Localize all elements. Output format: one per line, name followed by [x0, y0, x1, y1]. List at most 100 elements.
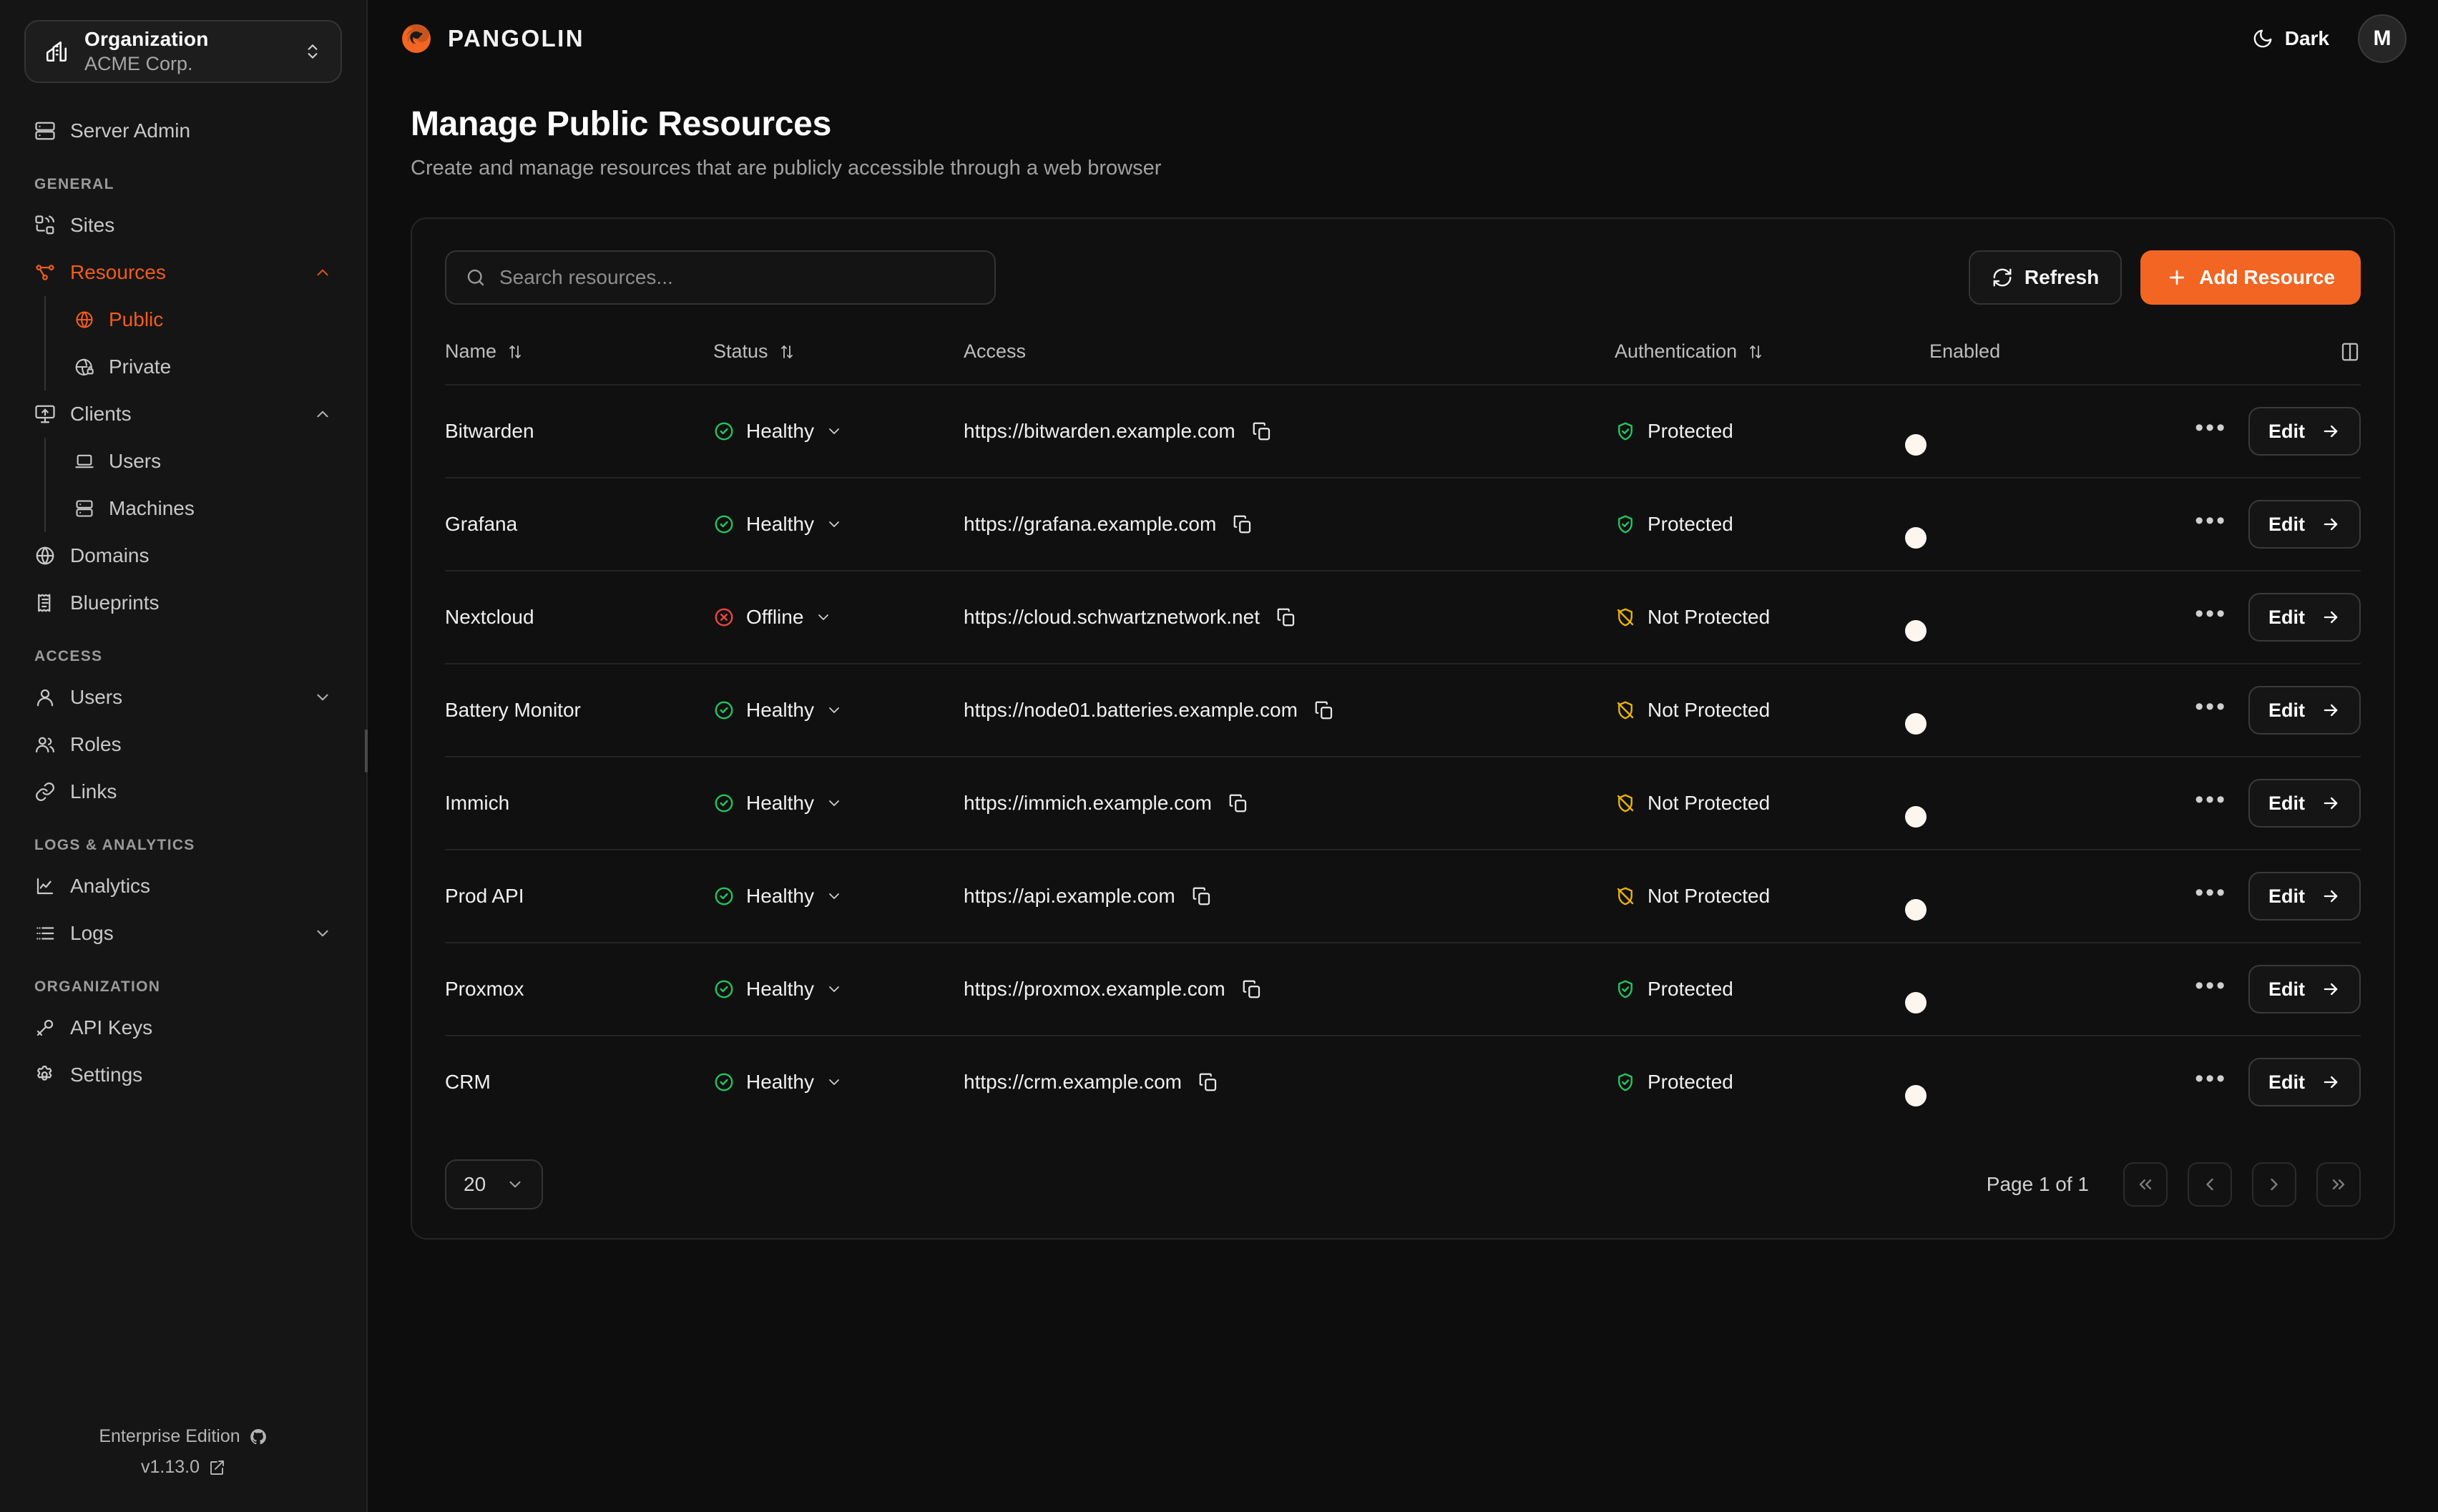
- resource-url[interactable]: https://immich.example.com: [964, 792, 1212, 814]
- status-badge[interactable]: Offline: [713, 606, 964, 629]
- edit-button[interactable]: Edit: [2248, 593, 2361, 642]
- copy-icon[interactable]: [1228, 792, 1249, 814]
- chevron-down-icon[interactable]: [826, 702, 843, 719]
- sidebar-item-sites[interactable]: Sites: [24, 202, 342, 249]
- add-resource-button[interactable]: Add Resource: [2140, 250, 2361, 305]
- row-menu-button[interactable]: •••: [2195, 1065, 2227, 1092]
- copy-icon[interactable]: [1241, 978, 1263, 1000]
- sort-icon[interactable]: [778, 343, 795, 360]
- row-menu-button[interactable]: •••: [2195, 879, 2227, 906]
- edit-button[interactable]: Edit: [2248, 779, 2361, 828]
- next-page-button[interactable]: [2252, 1162, 2296, 1207]
- chevron-up-icon[interactable]: [313, 405, 332, 423]
- table-row[interactable]: Nextcloud Offline https://cloud.schwartzne…: [445, 570, 2361, 664]
- status-badge[interactable]: Healthy: [713, 978, 964, 1001]
- copy-icon[interactable]: [1232, 514, 1253, 535]
- edition-link[interactable]: Enterprise Edition: [0, 1426, 366, 1447]
- table-row[interactable]: Grafana Healthy https://grafana.example.co…: [445, 477, 2361, 571]
- sidebar-item-server-admin[interactable]: Server Admin: [24, 107, 342, 154]
- status-badge[interactable]: Healthy: [713, 792, 964, 815]
- sidebar-item-domains[interactable]: Domains: [24, 532, 342, 579]
- row-menu-button[interactable]: •••: [2195, 972, 2227, 999]
- copy-icon[interactable]: [1191, 885, 1213, 907]
- sidebar-item-resources[interactable]: Resources: [24, 249, 342, 296]
- brand[interactable]: PANGOLIN: [399, 21, 584, 56]
- chevron-down-icon[interactable]: [826, 516, 843, 533]
- status-badge[interactable]: Healthy: [713, 699, 964, 722]
- theme-toggle[interactable]: Dark: [2252, 27, 2329, 50]
- sidebar-item-logs[interactable]: Logs: [24, 910, 342, 957]
- copy-icon[interactable]: [1313, 699, 1335, 721]
- edit-button[interactable]: Edit: [2248, 500, 2361, 549]
- table-row[interactable]: Immich Healthy https://immich.example.com N…: [445, 756, 2361, 850]
- sidebar-item-api-keys[interactable]: API Keys: [24, 1004, 342, 1051]
- chevron-down-icon[interactable]: [826, 888, 843, 905]
- chevron-down-icon[interactable]: [815, 609, 832, 626]
- sidebar-item-roles[interactable]: Roles: [24, 721, 342, 768]
- resource-url[interactable]: https://api.example.com: [964, 885, 1175, 907]
- chevron-down-icon[interactable]: [826, 795, 843, 812]
- status-badge[interactable]: Healthy: [713, 420, 964, 443]
- column-header-authentication[interactable]: Authentication: [1615, 330, 1929, 385]
- resource-url[interactable]: https://cloud.schwartznetwork.net: [964, 606, 1260, 628]
- chevron-down-icon[interactable]: [826, 981, 843, 998]
- table-row[interactable]: Proxmox Healthy https://proxmox.example.co…: [445, 942, 2361, 1036]
- edit-button[interactable]: Edit: [2248, 407, 2361, 456]
- column-header-name[interactable]: Name: [445, 330, 713, 385]
- page-size-select[interactable]: 20: [445, 1159, 544, 1209]
- sort-icon[interactable]: [506, 343, 524, 360]
- copy-icon[interactable]: [1198, 1071, 1219, 1093]
- edit-button[interactable]: Edit: [2248, 872, 2361, 921]
- sidebar-item-users[interactable]: Users: [24, 674, 342, 721]
- sidebar-item-blueprints[interactable]: Blueprints: [24, 579, 342, 627]
- status-badge[interactable]: Healthy: [713, 1071, 964, 1094]
- table-row[interactable]: Prod API Healthy https://api.example.com No…: [445, 849, 2361, 943]
- sidebar-item-clients[interactable]: Clients: [24, 391, 342, 438]
- edit-button[interactable]: Edit: [2248, 1058, 2361, 1106]
- edit-button[interactable]: Edit: [2248, 965, 2361, 1013]
- resource-url[interactable]: https://crm.example.com: [964, 1071, 1182, 1093]
- chevron-down-icon[interactable]: [313, 924, 332, 943]
- sidebar-item-machines[interactable]: Machines: [64, 485, 342, 532]
- first-page-button[interactable]: [2123, 1162, 2168, 1207]
- status-badge[interactable]: Healthy: [713, 885, 964, 908]
- last-page-button[interactable]: [2316, 1162, 2361, 1207]
- row-menu-button[interactable]: •••: [2195, 600, 2227, 627]
- sidebar-item-clients-users[interactable]: Users: [64, 438, 342, 485]
- resource-url[interactable]: https://node01.batteries.example.com: [964, 699, 1298, 721]
- table-row[interactable]: CRM Healthy https://crm.example.com Protect…: [445, 1035, 2361, 1128]
- status-badge[interactable]: Healthy: [713, 513, 964, 536]
- avatar[interactable]: M: [2358, 14, 2407, 63]
- org-switcher[interactable]: Organization ACME Corp.: [24, 20, 342, 83]
- resource-url[interactable]: https://grafana.example.com: [964, 513, 1217, 535]
- sidebar-item-analytics[interactable]: Analytics: [24, 863, 342, 910]
- search-input[interactable]: [499, 266, 976, 289]
- copy-icon[interactable]: [1276, 607, 1297, 628]
- sidebar-item-links[interactable]: Links: [24, 768, 342, 815]
- sidebar-item-private[interactable]: Private: [64, 343, 342, 391]
- chevron-down-icon[interactable]: [826, 423, 843, 440]
- row-menu-button[interactable]: •••: [2195, 507, 2227, 534]
- sidebar-item-public[interactable]: Public: [64, 296, 342, 343]
- chevron-up-icon[interactable]: [313, 263, 332, 282]
- row-menu-button[interactable]: •••: [2195, 786, 2227, 813]
- copy-icon[interactable]: [1251, 421, 1273, 442]
- sidebar-scrollbar[interactable]: [365, 730, 368, 772]
- search-box[interactable]: [445, 250, 996, 305]
- column-header-status[interactable]: Status: [713, 330, 964, 385]
- previous-page-button[interactable]: [2188, 1162, 2232, 1207]
- sort-icon[interactable]: [1747, 343, 1764, 360]
- resource-url[interactable]: https://bitwarden.example.com: [964, 420, 1235, 442]
- refresh-button[interactable]: Refresh: [1968, 250, 2123, 305]
- sidebar-item-settings[interactable]: Settings: [24, 1051, 342, 1099]
- table-row[interactable]: Bitwarden Healthy https://bitwarden.exampl…: [445, 384, 2361, 478]
- columns-toggle-icon[interactable]: [2339, 341, 2361, 363]
- chevron-down-icon[interactable]: [826, 1074, 843, 1091]
- edit-button[interactable]: Edit: [2248, 686, 2361, 735]
- table-row[interactable]: Battery Monitor Healthy https://node01.bat…: [445, 663, 2361, 757]
- resource-url[interactable]: https://proxmox.example.com: [964, 978, 1225, 1000]
- row-menu-button[interactable]: •••: [2195, 693, 2227, 720]
- row-menu-button[interactable]: •••: [2195, 414, 2227, 441]
- chevron-down-icon[interactable]: [313, 688, 332, 707]
- version-link[interactable]: v1.13.0: [0, 1457, 366, 1478]
